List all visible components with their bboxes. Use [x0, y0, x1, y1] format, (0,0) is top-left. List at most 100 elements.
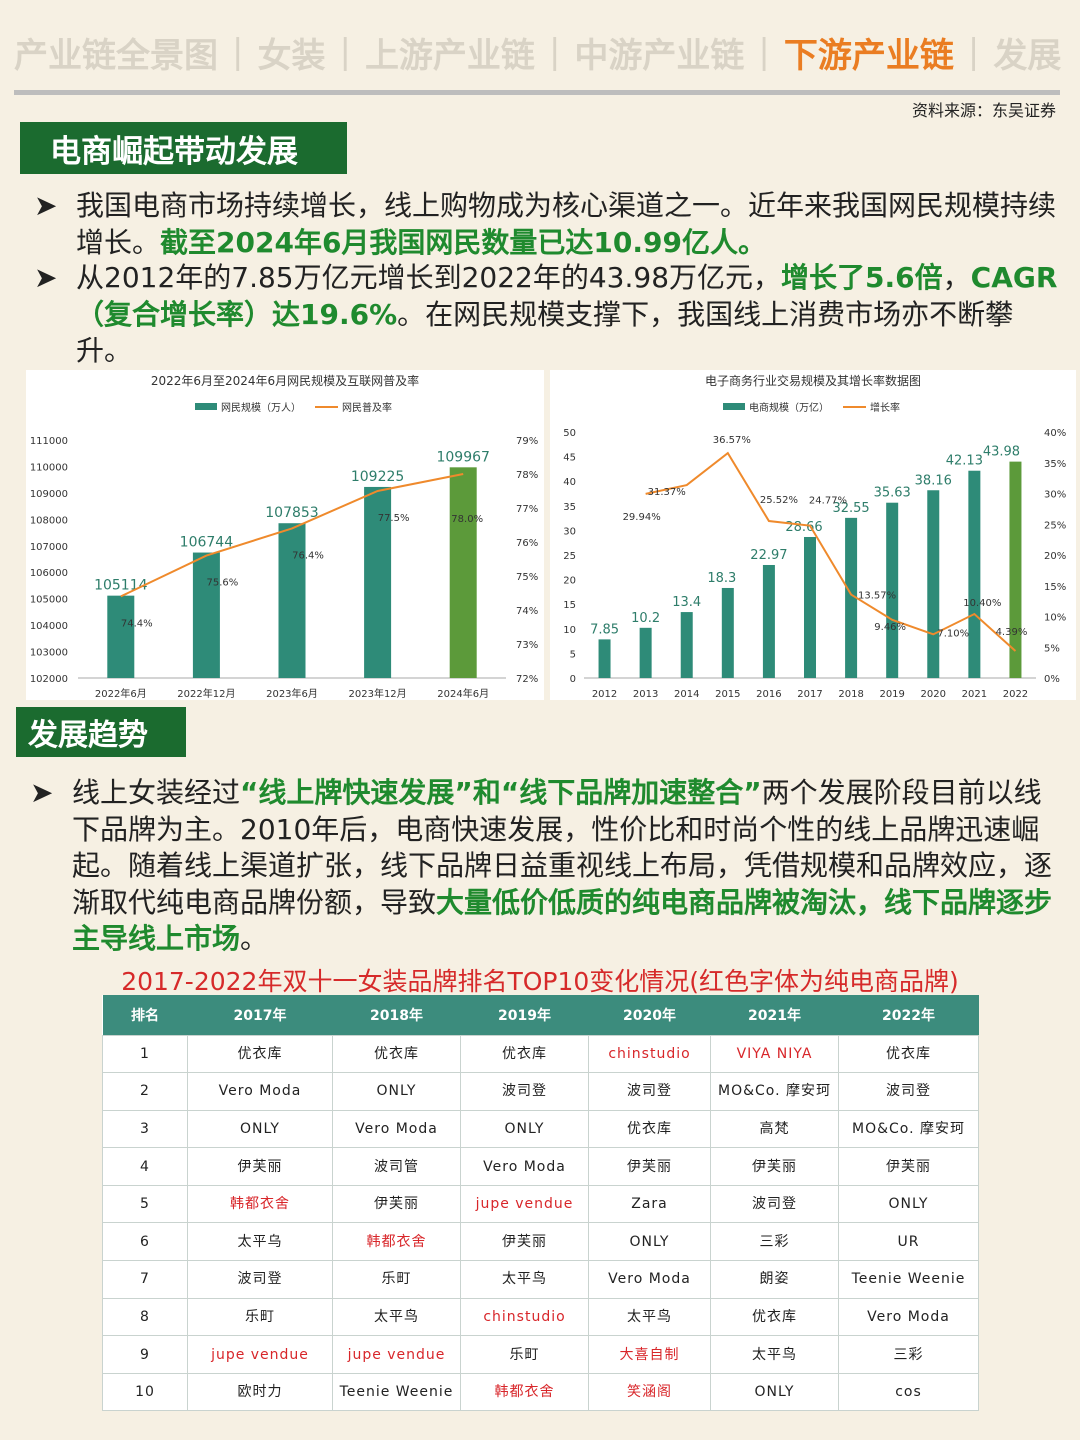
bar-value-label: 42.13 — [946, 454, 983, 469]
bar — [364, 486, 392, 678]
table-cell: 波司登 — [460, 1072, 589, 1111]
table-cell: jupe vendue — [187, 1335, 333, 1374]
y2-tick-label: 75% — [516, 572, 538, 583]
nav-divider — [14, 90, 1060, 95]
breadcrumb-nav: 产业链全景图 | 女装 | 上游产业链 | 中游产业链 | 下游产业链 | 发展 — [14, 28, 1074, 76]
table-cell: 伊芙丽 — [332, 1184, 461, 1224]
y-tick-label: 35 — [563, 502, 576, 513]
bullet-text: ， — [942, 261, 971, 294]
nav-item[interactable]: 上游产业链 — [364, 35, 535, 76]
bar — [968, 470, 981, 678]
table-cell: Vero Moda — [187, 1072, 333, 1111]
line-value-label: 9.46% — [874, 622, 906, 633]
table-cell: 伊芙丽 — [710, 1147, 839, 1186]
table-cell: ONLY — [460, 1109, 589, 1149]
table-cell: 7 — [102, 1260, 188, 1299]
table-cell: 波司登 — [187, 1260, 333, 1299]
line-value-label: 78.0% — [451, 514, 483, 525]
bar-value-label: 38.16 — [915, 473, 952, 488]
table-cell: 乐町 — [460, 1335, 589, 1374]
bar-value-label: 10.2 — [631, 611, 660, 626]
x-tick-label: 2016 — [756, 689, 781, 700]
table-cell: 太平鸟 — [710, 1335, 839, 1374]
table-cell: 优衣库 — [332, 1034, 461, 1074]
line-value-label: 10.40% — [963, 598, 1001, 609]
y2-tick-label: 35% — [1044, 459, 1066, 470]
table-cell: Vero Moda — [332, 1109, 461, 1149]
y-tick-label: 102000 — [30, 674, 68, 685]
nav-item[interactable]: 发展 — [993, 35, 1062, 76]
arrow-bullet-icon: ➤ — [34, 189, 58, 222]
y-tick-label: 107000 — [30, 542, 68, 553]
table-cell: 2 — [102, 1072, 188, 1111]
legend-bar-label: 电商规模（万亿） — [749, 401, 829, 414]
bullet-text: 。 — [240, 922, 269, 955]
bullet-netizens: ➤ 我国电商市场持续增长，线上购物成为核心渠道之一。近年来我国网民规模持续增长。… — [34, 188, 1066, 261]
table-cell: 太平鸟 — [588, 1297, 711, 1337]
chart-title: 2022年6月至2024年6月网民规模及互联网普及率 — [151, 373, 419, 388]
table-cell: 优衣库 — [187, 1034, 333, 1074]
nav-item[interactable]: 下游产业链 — [783, 35, 954, 76]
table-cell: MO&Co. 摩安珂 — [710, 1072, 839, 1111]
brand-ranking-table: 排名 2017年 2018年 2019年 2020年 2021年 2022年 1 优衣库 优衣库… — [102, 995, 979, 1412]
legend-bar-label: 网民规模（万人） — [221, 401, 301, 414]
table-cell: 3 — [102, 1109, 188, 1149]
table-cell: ONLY — [187, 1109, 333, 1149]
bullet-text: 线上女装经过 — [72, 776, 241, 809]
nav-item[interactable]: 中游产业链 — [574, 35, 745, 76]
x-tick-label: 2022 — [1003, 689, 1028, 700]
line-value-label: 36.57% — [713, 435, 751, 446]
table-cell: 优衣库 — [710, 1297, 839, 1337]
y2-tick-label: 74% — [516, 606, 538, 617]
line-value-label: 74.4% — [121, 618, 153, 629]
netizen-chart: 2022年6月至2024年6月网民规模及互联网普及率 网民规模（万人） 网民普及率 1… — [26, 370, 544, 700]
y2-tick-label: 72% — [516, 674, 538, 685]
bar — [107, 595, 135, 678]
nav-item[interactable]: 产业链全景图 — [14, 35, 218, 76]
y2-tick-label: 5% — [1044, 643, 1060, 654]
line-value-label: 77.5% — [378, 513, 410, 524]
table-cell: ONLY — [710, 1372, 839, 1412]
table-cell: Teenie Weenie — [838, 1260, 979, 1299]
x-tick-label: 2021 — [962, 689, 987, 700]
section-title-ecommerce: 电商崛起带动发展 — [20, 122, 347, 174]
nav-item[interactable]: 女装 — [257, 35, 326, 76]
table-cell: 高梵 — [710, 1109, 839, 1149]
bar-value-label: 28.66 — [785, 520, 822, 535]
line-value-label: 75.6% — [207, 578, 239, 589]
x-tick-label: 2019 — [879, 689, 904, 700]
table-cell: ONLY — [838, 1184, 979, 1224]
table-cell: 4 — [102, 1147, 188, 1186]
section-title-trend: 发展趋势 — [16, 707, 186, 757]
bar — [804, 536, 816, 678]
bar — [449, 467, 477, 678]
nav-separator: | — [758, 32, 770, 72]
table-cell: 波司登 — [588, 1072, 711, 1111]
table-row: 8 乐町 太平鸟 chinstudio 太平鸟 优衣库 Vero Moda — [102, 1297, 979, 1337]
table-row: 6 太平乌 韩都衣舍 伊芙丽 ONLY 三彩 UR — [102, 1222, 979, 1262]
line-value-label: 4.39% — [996, 627, 1028, 638]
y-tick-label: 108000 — [30, 515, 68, 526]
x-tick-label: 2022年6月 — [95, 687, 147, 700]
bar — [845, 517, 858, 678]
table-cell: 9 — [102, 1335, 188, 1374]
table-header-cell: 2018年 — [332, 995, 461, 1035]
table-header-cell: 排名 — [102, 995, 188, 1035]
table-body: 1 优衣库 优衣库 优衣库 chinstudio VIYA NIYA 优衣库 2 Vero Mo… — [102, 1034, 979, 1412]
y-tick-label: 40 — [563, 477, 576, 488]
table-cell: 10 — [102, 1372, 188, 1412]
table-cell: cos — [838, 1372, 979, 1412]
y2-tick-label: 73% — [516, 640, 538, 651]
bar — [278, 523, 306, 678]
bullet-text: 从2012年的7.85万亿元增长到2022年的43.98万亿元， — [76, 261, 782, 294]
table-cell: Vero Moda — [460, 1147, 589, 1186]
bar-value-label: 106744 — [180, 535, 234, 551]
table-cell: jupe vendue — [332, 1335, 461, 1374]
y-tick-label: 105000 — [30, 595, 68, 606]
x-tick-label: 2012 — [592, 689, 617, 700]
y-tick-label: 15 — [563, 600, 576, 611]
table-cell: 波司登 — [710, 1184, 839, 1224]
table-cell: 韩都衣舍 — [332, 1222, 461, 1262]
line-value-label: 7.10% — [937, 628, 969, 639]
bar-value-label: 18.3 — [707, 571, 736, 586]
